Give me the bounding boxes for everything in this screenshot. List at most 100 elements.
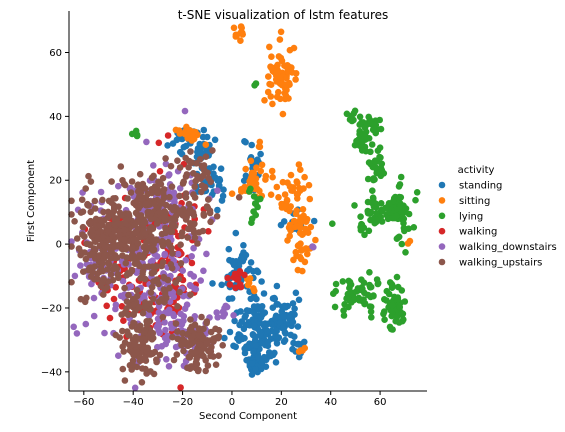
data-point xyxy=(365,159,373,166)
data-point xyxy=(192,285,200,293)
data-point xyxy=(115,203,122,210)
data-point xyxy=(272,359,280,366)
data-point xyxy=(398,240,406,248)
data-point xyxy=(232,284,239,292)
data-point xyxy=(395,233,403,241)
data-point xyxy=(127,189,135,196)
data-point xyxy=(289,345,296,353)
data-point xyxy=(162,326,169,334)
data-point xyxy=(112,254,119,261)
data-point xyxy=(149,334,157,342)
data-point xyxy=(215,352,222,360)
data-point xyxy=(204,169,211,177)
x-tick-label: 20 xyxy=(275,397,288,408)
data-point xyxy=(226,281,234,288)
data-point xyxy=(107,248,115,256)
data-point xyxy=(133,286,141,294)
data-point xyxy=(161,250,169,258)
data-point xyxy=(389,301,396,309)
data-point xyxy=(170,293,177,301)
data-point xyxy=(176,288,183,296)
data-point xyxy=(180,143,188,151)
data-point xyxy=(393,273,401,281)
data-point xyxy=(230,312,237,319)
data-point xyxy=(73,235,81,242)
data-point xyxy=(256,143,264,151)
data-point xyxy=(178,232,186,240)
data-point xyxy=(371,121,379,129)
data-point xyxy=(237,37,244,44)
x-tick-label: −60 xyxy=(73,397,94,408)
data-point xyxy=(209,147,216,154)
data-point xyxy=(186,281,194,289)
data-point xyxy=(77,262,84,269)
data-point xyxy=(212,361,220,369)
data-point xyxy=(216,182,223,189)
data-point xyxy=(286,207,293,215)
data-point xyxy=(232,343,239,351)
data-point xyxy=(155,303,163,310)
data-point xyxy=(361,231,368,239)
legend-label: sitting xyxy=(459,196,490,207)
data-point xyxy=(148,283,156,291)
data-point xyxy=(230,258,238,266)
data-point xyxy=(264,328,271,335)
data-point xyxy=(274,69,282,76)
data-point xyxy=(174,335,181,343)
data-point xyxy=(261,97,268,104)
data-point xyxy=(367,148,374,156)
data-point xyxy=(187,326,195,334)
data-point xyxy=(193,355,200,363)
data-point xyxy=(364,291,372,299)
data-point xyxy=(112,331,120,339)
data-point xyxy=(94,275,101,283)
data-point xyxy=(162,155,169,162)
data-point xyxy=(213,213,221,220)
data-point xyxy=(365,227,373,235)
data-point xyxy=(253,267,261,275)
data-point xyxy=(196,341,204,348)
data-point xyxy=(250,303,258,310)
data-point xyxy=(256,187,263,195)
data-point xyxy=(170,356,178,364)
data-point xyxy=(188,259,196,267)
data-point xyxy=(301,338,308,346)
data-point xyxy=(394,296,402,303)
data-point xyxy=(247,259,255,266)
data-point xyxy=(181,338,189,345)
data-point xyxy=(155,217,163,225)
data-point xyxy=(271,294,278,302)
data-point xyxy=(242,321,250,329)
data-point xyxy=(120,348,127,355)
data-point xyxy=(169,250,176,257)
data-point xyxy=(134,240,142,247)
data-point xyxy=(278,57,286,65)
data-point xyxy=(233,32,240,39)
data-point xyxy=(135,304,143,311)
data-point xyxy=(199,172,207,180)
data-point xyxy=(286,183,294,190)
data-point xyxy=(151,348,159,356)
data-point xyxy=(139,309,147,317)
data-point xyxy=(197,149,205,157)
data-point xyxy=(169,333,176,341)
data-point xyxy=(101,251,108,259)
data-point xyxy=(345,277,353,285)
data-point xyxy=(201,183,209,191)
data-point xyxy=(367,208,375,216)
data-point xyxy=(287,227,294,234)
data-point xyxy=(101,243,109,250)
data-point xyxy=(68,243,75,250)
data-point xyxy=(110,207,118,215)
data-point xyxy=(128,178,136,185)
data-point xyxy=(161,217,168,224)
data-point xyxy=(125,291,132,299)
data-point xyxy=(268,167,276,175)
data-point xyxy=(372,215,380,223)
data-point xyxy=(286,314,294,321)
data-point xyxy=(372,200,379,207)
data-point xyxy=(153,358,160,366)
data-point xyxy=(147,215,155,223)
data-point xyxy=(245,279,253,287)
